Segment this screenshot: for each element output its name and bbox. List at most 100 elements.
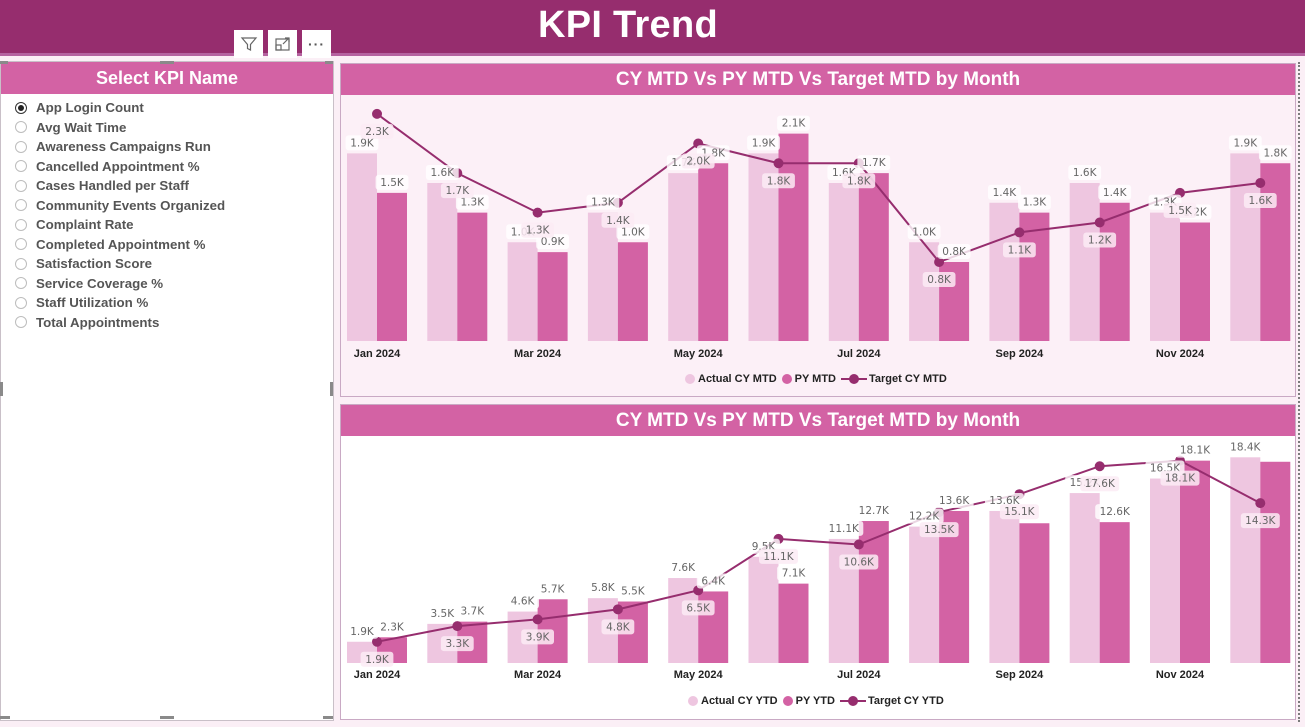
legend-item-py[interactable]: PY YTD bbox=[782, 695, 835, 707]
radio-unchecked-icon[interactable] bbox=[15, 179, 27, 192]
target-point[interactable] bbox=[934, 257, 945, 267]
target-point[interactable] bbox=[452, 621, 463, 632]
slicer-item[interactable]: Completed Appointment % bbox=[15, 235, 333, 255]
legend-item-actual[interactable]: Actual CY YTD bbox=[688, 695, 778, 707]
legend-item-actual[interactable]: Actual CY MTD bbox=[685, 373, 777, 385]
resize-handle-right[interactable] bbox=[330, 382, 333, 396]
slicer-item[interactable]: Awareness Campaigns Run bbox=[15, 137, 333, 157]
target-point[interactable] bbox=[1014, 227, 1025, 238]
resize-handle-left[interactable] bbox=[0, 382, 3, 396]
bar-actual[interactable] bbox=[989, 510, 1020, 663]
resize-handle-corner-bl[interactable] bbox=[0, 716, 10, 719]
filter-icon[interactable] bbox=[234, 30, 263, 58]
target-point[interactable] bbox=[612, 604, 623, 615]
bar-actual[interactable] bbox=[1069, 493, 1100, 663]
radio-checked-icon[interactable] bbox=[15, 101, 27, 114]
target-point[interactable] bbox=[1255, 178, 1266, 188]
radio-unchecked-icon[interactable] bbox=[15, 140, 27, 153]
bar-py[interactable] bbox=[1260, 461, 1291, 663]
bar-py[interactable] bbox=[1099, 202, 1130, 341]
slicer-item[interactable]: Complaint Rate bbox=[15, 215, 333, 235]
bar-actual[interactable] bbox=[1150, 478, 1180, 663]
bar-py[interactable] bbox=[457, 212, 488, 341]
slicer-item[interactable]: Cancelled Appointment % bbox=[15, 157, 333, 177]
data-label-py: 7.1K bbox=[782, 568, 807, 580]
bar-actual[interactable] bbox=[748, 556, 779, 663]
bar-actual[interactable] bbox=[587, 212, 618, 341]
bar-actual[interactable] bbox=[909, 242, 940, 341]
target-point[interactable] bbox=[372, 108, 382, 119]
x-tick-label: May 2024 bbox=[674, 348, 724, 360]
legend-label: Actual CY YTD bbox=[701, 695, 778, 707]
bar-actual[interactable] bbox=[828, 183, 859, 341]
bar-py[interactable] bbox=[1099, 522, 1130, 663]
target-point[interactable] bbox=[773, 158, 784, 169]
resize-handle-bottom[interactable] bbox=[160, 716, 174, 719]
target-point[interactable] bbox=[1255, 498, 1266, 509]
resize-handle-corner-tl[interactable] bbox=[0, 61, 8, 64]
bar-py[interactable] bbox=[377, 192, 407, 341]
more-options-icon[interactable]: ··· bbox=[302, 30, 331, 58]
bar-py[interactable] bbox=[1019, 523, 1050, 663]
bar-actual[interactable] bbox=[507, 242, 538, 341]
bar-py[interactable] bbox=[858, 521, 889, 663]
slicer-item[interactable]: Satisfaction Score bbox=[15, 254, 333, 274]
radio-unchecked-icon[interactable] bbox=[15, 160, 27, 173]
bar-actual[interactable] bbox=[427, 183, 458, 341]
radio-unchecked-icon[interactable] bbox=[15, 218, 27, 231]
bar-py[interactable] bbox=[1180, 460, 1210, 663]
bar-actual[interactable] bbox=[1230, 457, 1261, 663]
data-label-actual-bg bbox=[586, 194, 620, 210]
radio-unchecked-icon[interactable] bbox=[15, 277, 27, 290]
bar-actual[interactable] bbox=[1150, 212, 1180, 341]
slicer-item[interactable]: Community Events Organized bbox=[15, 196, 333, 216]
resize-handle-corner-tr[interactable] bbox=[325, 61, 333, 64]
data-label-py-bg bbox=[375, 619, 409, 635]
slicer-item[interactable]: Staff Utilization % bbox=[15, 293, 333, 313]
data-label-target-bg bbox=[759, 548, 798, 564]
bar-actual[interactable] bbox=[989, 202, 1020, 341]
target-point[interactable] bbox=[1094, 217, 1105, 228]
bar-py[interactable] bbox=[617, 242, 648, 341]
radio-unchecked-icon[interactable] bbox=[15, 316, 27, 329]
target-point[interactable] bbox=[372, 636, 382, 647]
data-label-target: 1.6K bbox=[1249, 195, 1274, 207]
data-label-actual: 1.6K bbox=[431, 167, 456, 179]
bar-py[interactable] bbox=[1180, 222, 1210, 342]
radio-unchecked-icon[interactable] bbox=[15, 121, 27, 134]
target-point[interactable] bbox=[1094, 461, 1105, 472]
target-point[interactable] bbox=[532, 207, 543, 218]
focus-mode-icon[interactable] bbox=[268, 30, 297, 58]
bar-actual[interactable] bbox=[347, 153, 377, 341]
slicer-item[interactable]: Service Coverage % bbox=[15, 274, 333, 294]
mtd-chart: Jan 2024 Mar 2024 May 2024 Jul 2024 Sep 2024… bbox=[342, 97, 1295, 360]
bar-actual[interactable] bbox=[909, 526, 940, 663]
slicer-item[interactable]: Avg Wait Time bbox=[15, 118, 333, 138]
bar-py[interactable] bbox=[1019, 212, 1050, 341]
resize-handle-top[interactable] bbox=[160, 61, 174, 64]
bar-actual[interactable] bbox=[1069, 183, 1100, 341]
legend-item-target[interactable]: Target CY MTD bbox=[841, 373, 947, 385]
slicer-item[interactable]: Total Appointments bbox=[15, 313, 333, 333]
legend-item-py[interactable]: PY MTD bbox=[781, 373, 836, 385]
bar-py[interactable] bbox=[698, 163, 729, 341]
data-label-target: 1.4K bbox=[606, 215, 631, 227]
slicer-item[interactable]: App Login Count bbox=[15, 98, 333, 118]
bar-py[interactable] bbox=[778, 583, 809, 663]
mtd-legend: Actual CY MTD PY MTD Target CY MTD bbox=[685, 373, 952, 385]
bar-py[interactable] bbox=[537, 252, 568, 341]
radio-unchecked-icon[interactable] bbox=[15, 199, 27, 212]
bar-py[interactable] bbox=[858, 173, 889, 341]
slicer-item[interactable]: Cases Handled per Staff bbox=[15, 176, 333, 196]
radio-unchecked-icon[interactable] bbox=[15, 238, 27, 251]
bar-actual[interactable] bbox=[668, 173, 699, 341]
target-point[interactable] bbox=[532, 614, 543, 625]
radio-unchecked-icon[interactable] bbox=[15, 296, 27, 309]
resize-handle-corner-br[interactable] bbox=[323, 716, 333, 719]
legend-item-target[interactable]: Target CY YTD bbox=[839, 695, 944, 707]
target-line bbox=[376, 459, 1261, 643]
bar-py[interactable] bbox=[778, 133, 809, 341]
bar-py[interactable] bbox=[1260, 163, 1291, 341]
target-point[interactable] bbox=[853, 539, 864, 550]
radio-unchecked-icon[interactable] bbox=[15, 257, 27, 270]
